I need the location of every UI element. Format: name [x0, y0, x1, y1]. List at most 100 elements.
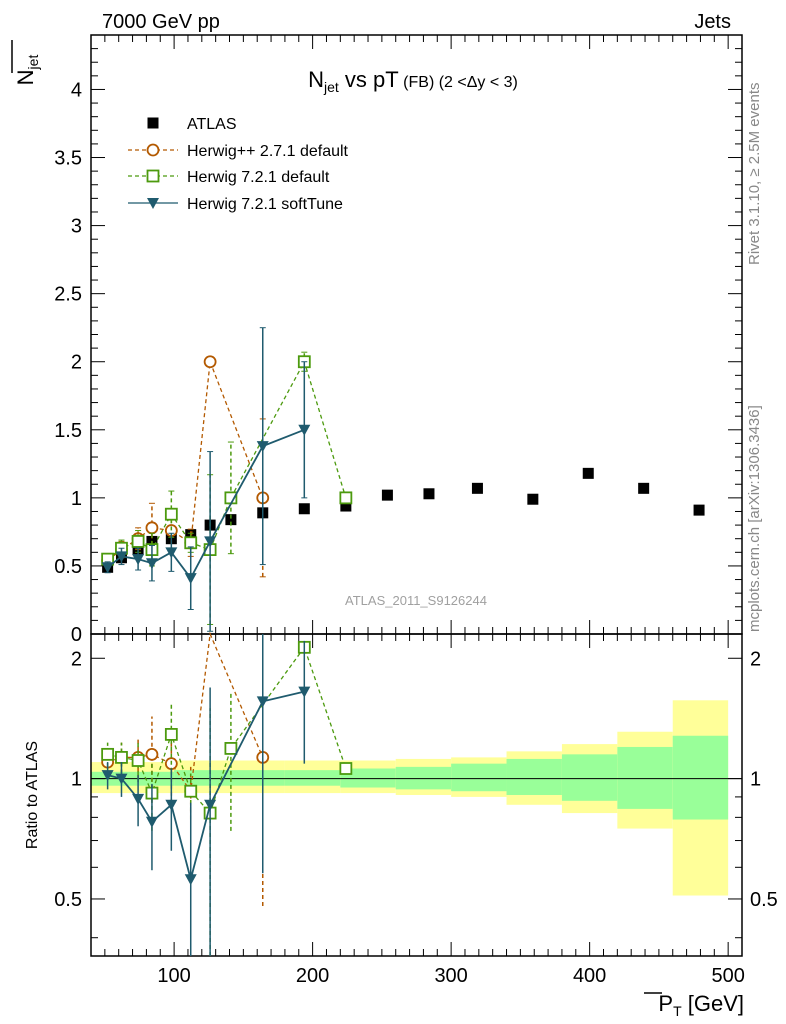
y-axis-label-main: N: [13, 69, 38, 85]
x-tick-label: 300: [434, 965, 467, 987]
data-point: [146, 169, 160, 183]
y-tick-label: 3: [71, 216, 82, 238]
data-point: [101, 770, 114, 782]
ratio-frame: [90, 633, 743, 957]
y-tick-label-right: 0.5: [750, 889, 778, 911]
y-axis-label: Njet: [13, 55, 41, 86]
ratio-band-inner: [506, 758, 562, 795]
y-tick-label: 2: [71, 648, 82, 670]
data-point: [527, 493, 539, 505]
data-point: [101, 562, 114, 574]
data-point: [147, 198, 159, 209]
data-point: [582, 467, 594, 479]
ratio-band-inner: [340, 768, 396, 788]
header-left: 7000 GeV pp: [102, 11, 220, 33]
data-point: [224, 742, 238, 755]
legend-item: ATLAS: [147, 116, 237, 133]
data-point: [132, 793, 145, 805]
series-softtune: [101, 327, 311, 632]
data-point: [381, 489, 393, 501]
ratio-band-inner: [561, 754, 618, 801]
data-point: [298, 686, 311, 698]
chart-title-part: vs pT: [339, 67, 399, 92]
data-point: [132, 554, 145, 566]
x-axis-label-part: P: [658, 991, 673, 1016]
data-point: [147, 117, 159, 129]
data-point: [165, 547, 178, 559]
y-tick-label-right: 1: [750, 769, 761, 791]
data-point: [145, 816, 158, 828]
ratio-band-inner: [672, 735, 729, 820]
y-tick-label: 1.5: [54, 420, 82, 442]
data-point: [115, 750, 128, 764]
y-tick-label: 0.5: [54, 556, 82, 578]
y-tick-label: 1: [71, 769, 82, 791]
data-point: [184, 874, 197, 886]
x-tick-label: 200: [296, 965, 329, 987]
data-point: [164, 507, 178, 521]
ratio-band-inner: [229, 770, 285, 786]
x-tick-label: 500: [711, 965, 744, 987]
chart-title: Njet vs pT (FB) (2 <Δy < 3): [308, 67, 518, 95]
data-point: [203, 355, 217, 369]
data-point: [693, 504, 705, 516]
series-herwig721: [101, 351, 353, 625]
rivet-label: Rivet 3.1.10, ≥ 2.5M events: [746, 82, 763, 266]
data-point: [204, 536, 217, 548]
data-point: [184, 784, 198, 798]
data-point: [131, 754, 145, 767]
data-point: [145, 558, 158, 570]
data-point: [131, 535, 145, 548]
data-point: [298, 503, 310, 515]
legend: ATLAS Herwig++ 2.7.1 default Herwig 7.2.1 …: [128, 116, 349, 213]
ratio-panel: 100 200 300 400 500 0.5 0.5 1 1 2 2 Ratio to ATLAS P…: [24, 631, 778, 1019]
data-point: [165, 799, 178, 811]
y-tick-label: 4: [71, 79, 82, 101]
data-point: [184, 573, 197, 585]
ratio-band-inner: [617, 746, 673, 809]
legend-label: Herwig 7.2.1 softTune: [187, 196, 343, 213]
y-tick-label-right: 2: [750, 648, 761, 670]
y-axis-label-sub: jet: [25, 55, 41, 71]
y-tick-label: 2.5: [54, 284, 82, 306]
data-point: [638, 482, 650, 494]
legend-item: Herwig 7.2.1 default: [128, 169, 330, 186]
ratio-series-softtune: [101, 634, 311, 956]
data-point: [204, 799, 217, 811]
legend-label: Herwig 7.2.1 default: [187, 169, 330, 186]
data-point: [115, 551, 128, 563]
x-axis-label: PT [GeV]: [658, 991, 744, 1019]
mcplots-label: mcplots.cern.ch [arXiv:1306.3436]: [746, 405, 763, 632]
ratio-band-inner: [451, 763, 507, 792]
legend-item: Herwig++ 2.7.1 default: [128, 143, 349, 160]
y-tick-label: 1: [71, 488, 82, 510]
data-point: [339, 762, 353, 775]
y-tick-label: 0: [71, 624, 82, 646]
data-point: [256, 696, 269, 708]
y-tick-label: 0.5: [54, 889, 82, 911]
chart-title-part: jet: [323, 79, 339, 95]
watermark: ATLAS_2011_S9126244: [345, 593, 487, 608]
ratio-y-label: Ratio to ATLAS: [24, 741, 41, 849]
data-point: [164, 728, 178, 741]
chart-title-part: (FB) (2 <Δy < 3): [399, 74, 518, 91]
series-line: [107, 361, 264, 561]
y-tick-label: 3.5: [54, 148, 82, 170]
chart-title-part: N: [308, 67, 324, 92]
x-axis-label-part: T: [673, 1003, 682, 1019]
data-point: [298, 424, 311, 436]
data-point: [340, 500, 352, 512]
ratio-band-inner: [284, 770, 341, 786]
ratio-series-line: [107, 645, 347, 815]
data-point: [146, 143, 160, 157]
x-tick-label: 400: [573, 965, 606, 987]
data-point: [145, 521, 159, 535]
data-point: [145, 747, 159, 761]
legend-label: Herwig++ 2.7.1 default: [187, 143, 349, 160]
x-axis-label-part: [GeV]: [682, 991, 744, 1016]
data-point: [256, 441, 269, 453]
legend-label: ATLAS: [187, 116, 237, 133]
data-point: [423, 488, 435, 500]
